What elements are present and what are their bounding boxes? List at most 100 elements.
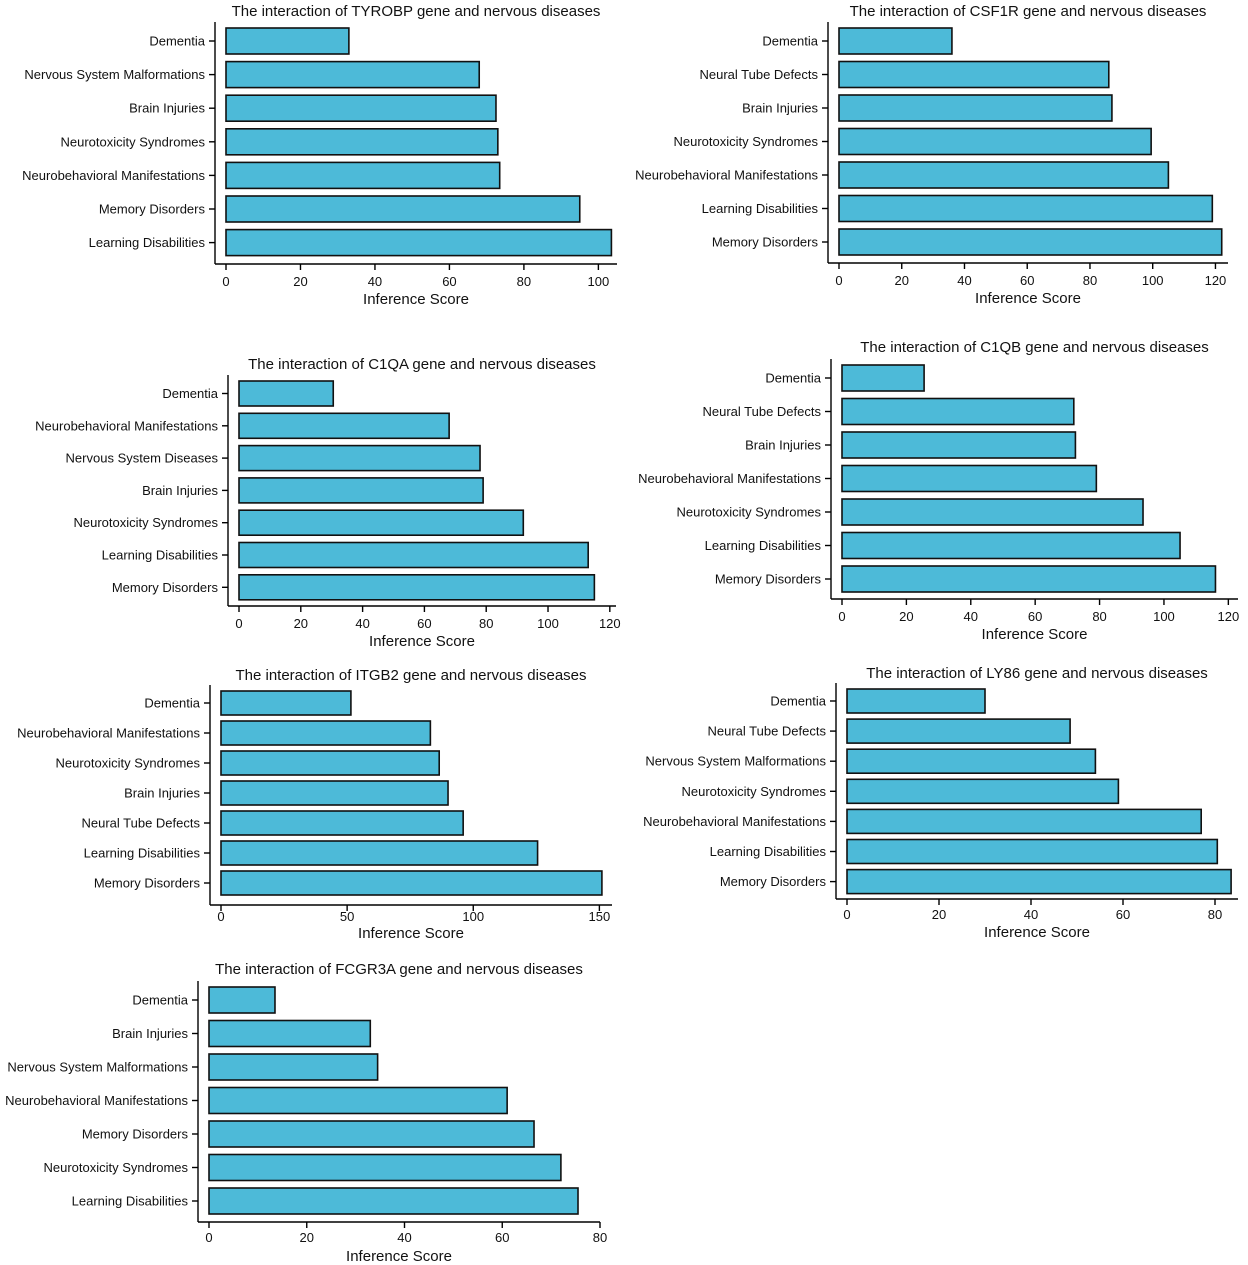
bar-memory-disorders bbox=[841, 565, 1217, 593]
chart-title: The interaction of LY86 gene and nervous… bbox=[866, 665, 1208, 682]
category-label: Memory Disorders bbox=[715, 572, 822, 587]
x-tick-label: 60 bbox=[495, 1230, 509, 1245]
x-tick-label: 40 bbox=[368, 274, 382, 289]
category-label: Dementia bbox=[162, 386, 218, 401]
bar-neural-tube-defects bbox=[841, 397, 1075, 426]
bar-nervous-system-malformations bbox=[208, 1053, 379, 1081]
category-label: Brain Injuries bbox=[124, 786, 200, 801]
chart-panel-6: The interaction of LY86 gene and nervous… bbox=[643, 665, 1238, 941]
x-tick-label: 100 bbox=[1142, 273, 1164, 288]
x-tick-label: 80 bbox=[1092, 609, 1106, 624]
x-axis-label: Inference Score bbox=[369, 633, 475, 650]
category-label: Dementia bbox=[765, 371, 821, 386]
bar-dementia bbox=[208, 986, 276, 1014]
bar-learning-disabilities bbox=[220, 840, 539, 866]
bar-neurotoxicity-syndromes bbox=[846, 778, 1120, 805]
bar-brain-injuries bbox=[238, 477, 484, 504]
category-label: Neurotoxicity Syndromes bbox=[61, 134, 206, 149]
category-label: Memory Disorders bbox=[112, 580, 219, 595]
category-label: Neurobehavioral Manifestations bbox=[17, 726, 200, 741]
category-label: Nervous System Diseases bbox=[66, 451, 219, 466]
category-label: Brain Injuries bbox=[745, 438, 821, 453]
category-label: Memory Disorders bbox=[712, 235, 819, 250]
x-tick-label: 150 bbox=[589, 909, 611, 924]
chart-title: The interaction of CSF1R gene and nervou… bbox=[850, 3, 1207, 20]
bar-memory-disorders bbox=[238, 573, 596, 601]
bar-memory-disorders bbox=[208, 1120, 535, 1148]
bar-dementia bbox=[846, 688, 986, 714]
bar-dementia bbox=[841, 364, 925, 392]
chart-panel-5: The interaction of ITGB2 gene and nervou… bbox=[17, 667, 612, 942]
bar-dementia bbox=[225, 27, 350, 55]
bar-brain-injuries bbox=[208, 1019, 372, 1048]
x-tick-label: 0 bbox=[205, 1230, 212, 1245]
bar-brain-injuries bbox=[841, 431, 1077, 459]
category-label: Neurotoxicity Syndromes bbox=[682, 784, 827, 799]
x-tick-label: 20 bbox=[899, 609, 913, 624]
bar-neurotoxicity-syndromes bbox=[238, 509, 525, 537]
x-tick-label: 60 bbox=[442, 274, 456, 289]
bar-neurobehavioral-manifestations bbox=[841, 464, 1098, 493]
category-label: Learning Disabilities bbox=[702, 201, 819, 216]
x-tick-label: 120 bbox=[599, 616, 621, 631]
chart-panel-1: The interaction of TYROBP gene and nervo… bbox=[22, 3, 617, 308]
bar-memory-disorders bbox=[225, 195, 581, 223]
x-tick-label: 40 bbox=[397, 1230, 411, 1245]
category-label: Learning Disabilities bbox=[705, 538, 822, 553]
bar-learning-disabilities bbox=[238, 541, 589, 569]
category-label: Neural Tube Defects bbox=[702, 404, 821, 419]
x-tick-label: 60 bbox=[417, 616, 431, 631]
x-tick-label: 0 bbox=[835, 273, 842, 288]
bar-dementia bbox=[838, 27, 953, 55]
x-axis-label: Inference Score bbox=[363, 291, 469, 308]
bar-neurotoxicity-syndromes bbox=[220, 750, 441, 776]
category-label: Learning Disabilities bbox=[710, 844, 827, 859]
x-tick-label: 80 bbox=[1083, 273, 1097, 288]
category-label: Brain Injuries bbox=[142, 483, 218, 498]
x-tick-label: 40 bbox=[1024, 907, 1038, 922]
category-label: Memory Disorders bbox=[99, 202, 206, 217]
x-tick-label: 40 bbox=[957, 273, 971, 288]
category-label: Learning Disabilities bbox=[102, 548, 219, 563]
category-label: Learning Disabilities bbox=[72, 1194, 189, 1209]
bar-memory-disorders bbox=[220, 870, 603, 896]
x-tick-label: 20 bbox=[294, 616, 308, 631]
x-axis-label: Inference Score bbox=[358, 925, 464, 942]
x-tick-label: 80 bbox=[1208, 907, 1222, 922]
bar-brain-injuries bbox=[838, 94, 1113, 122]
category-label: Neurotoxicity Syndromes bbox=[74, 515, 219, 530]
x-tick-label: 120 bbox=[1217, 609, 1239, 624]
bar-neurotoxicity-syndromes bbox=[208, 1153, 562, 1182]
bar-brain-injuries bbox=[225, 94, 497, 122]
bar-neurotoxicity-syndromes bbox=[838, 127, 1152, 156]
chart-panel-2: The interaction of CSF1R gene and nervou… bbox=[635, 3, 1228, 307]
x-tick-label: 80 bbox=[593, 1230, 607, 1245]
bar-neurotoxicity-syndromes bbox=[841, 498, 1144, 526]
category-label: Neurotoxicity Syndromes bbox=[44, 1160, 189, 1175]
x-tick-label: 80 bbox=[479, 616, 493, 631]
bar-memory-disorders bbox=[838, 228, 1223, 256]
bar-nervous-system-malformations bbox=[846, 748, 1097, 775]
category-label: Dementia bbox=[132, 993, 188, 1008]
x-tick-label: 40 bbox=[355, 616, 369, 631]
bar-neural-tube-defects bbox=[838, 60, 1110, 89]
x-tick-label: 20 bbox=[293, 274, 307, 289]
bar-neurobehavioral-manifestations bbox=[225, 161, 501, 190]
bar-neurobehavioral-manifestations bbox=[238, 412, 450, 440]
category-label: Neurobehavioral Manifestations bbox=[635, 168, 818, 183]
category-label: Neurotoxicity Syndromes bbox=[677, 505, 822, 520]
bar-learning-disabilities bbox=[841, 531, 1181, 560]
category-label: Brain Injuries bbox=[129, 101, 205, 116]
bar-memory-disorders bbox=[846, 868, 1232, 895]
x-tick-label: 20 bbox=[932, 907, 946, 922]
x-tick-label: 0 bbox=[217, 909, 224, 924]
category-label: Neurotoxicity Syndromes bbox=[56, 756, 201, 771]
x-tick-label: 0 bbox=[838, 609, 845, 624]
bar-neurotoxicity-syndromes bbox=[225, 128, 499, 156]
chart-title: The interaction of FCGR3A gene and nervo… bbox=[215, 961, 583, 978]
x-tick-label: 100 bbox=[537, 616, 559, 631]
x-axis-label: Inference Score bbox=[975, 290, 1081, 307]
chart-title: The interaction of C1QA gene and nervous… bbox=[248, 356, 596, 373]
category-label: Neurobehavioral Manifestations bbox=[22, 168, 205, 183]
